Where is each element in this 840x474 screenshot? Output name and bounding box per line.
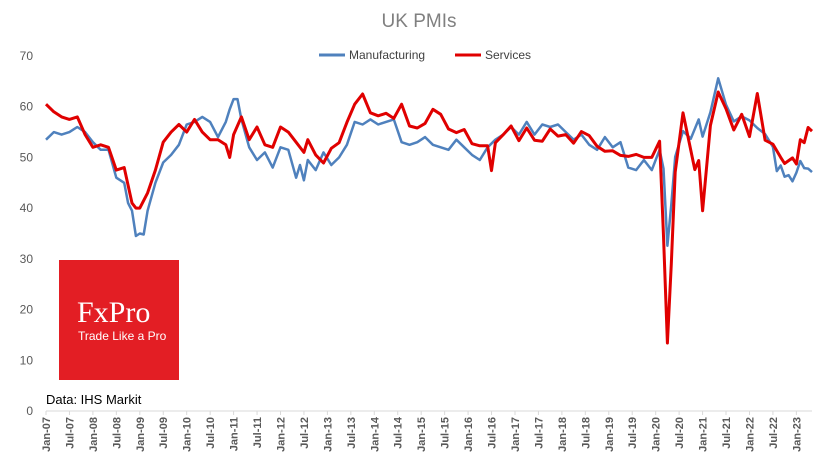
x-tick-label: Jan-09 — [135, 417, 147, 452]
x-tick-label: Jul-13 — [346, 417, 358, 449]
x-tick-label: Jul-18 — [580, 417, 592, 449]
x-tick-label: Jul-10 — [205, 417, 217, 449]
y-tick-label: 40 — [20, 201, 34, 215]
x-tick-label: Jan-08 — [88, 417, 100, 452]
x-tick-label: Jul-16 — [487, 417, 499, 449]
x-tick-label: Jul-08 — [111, 417, 123, 449]
y-axis: 0 10 20 30 40 50 60 70 — [20, 49, 34, 418]
legend: Manufacturing Services — [319, 48, 531, 62]
x-tick-label: Jan-20 — [651, 417, 663, 452]
x-tick-label: Jan-16 — [463, 417, 475, 452]
chart-title: UK PMIs — [382, 11, 457, 32]
series-line-services — [44, 90, 814, 345]
y-tick-label: 20 — [20, 303, 34, 317]
logo-wordmark: FxPro — [77, 296, 150, 329]
y-tick-label: 70 — [20, 49, 34, 63]
logo-background — [59, 260, 179, 380]
x-tick-label: Jan-17 — [510, 417, 522, 452]
legend-label-services: Services — [485, 48, 531, 62]
x-tick-label: Jul-19 — [627, 417, 639, 449]
x-tick-label: Jul-17 — [533, 417, 545, 449]
source-note: Data: IHS Markit — [46, 392, 142, 407]
x-axis: Jan-07 Jul-07 Jan-08 Jul-08 Jan-09 Jul-09 Jan-… — [41, 411, 803, 452]
x-tick-label: Jan-18 — [557, 417, 569, 452]
y-tick-label: 10 — [20, 353, 34, 367]
y-tick-label: 60 — [20, 100, 34, 114]
x-tick-label: Jul-07 — [64, 417, 76, 449]
legend-label-manufacturing: Manufacturing — [349, 48, 425, 62]
x-tick-label: Jan-22 — [744, 417, 756, 452]
x-tick-label: Jan-07 — [41, 417, 53, 452]
x-tick-label: Jul-12 — [299, 417, 311, 449]
x-tick-label: Jan-19 — [604, 417, 616, 452]
fxpro-logo: FxPro Trade Like a Pro — [59, 260, 179, 380]
x-tick-label: Jan-21 — [698, 417, 710, 452]
x-tick-label: Jul-21 — [721, 417, 733, 449]
x-tick-label: Jan-14 — [369, 416, 381, 452]
x-tick-label: Jul-11 — [252, 417, 264, 448]
x-tick-label: Jan-12 — [275, 417, 287, 452]
y-tick-label: 0 — [26, 404, 33, 418]
x-tick-label: Jan-11 — [229, 417, 241, 451]
x-tick-label: Jan-10 — [182, 417, 194, 452]
x-tick-label: Jul-22 — [768, 417, 780, 449]
logo-tagline: Trade Like a Pro — [78, 329, 167, 343]
x-tick-label: Jul-15 — [440, 417, 452, 449]
x-tick-label: Jan-13 — [322, 417, 334, 452]
x-tick-label: Jan-15 — [416, 417, 428, 452]
x-tick-label: Jul-20 — [674, 417, 686, 449]
series-layer — [44, 77, 814, 345]
x-tick-label: Jan-23 — [791, 417, 803, 452]
y-tick-label: 30 — [20, 252, 34, 266]
x-tick-label: Jul-09 — [158, 417, 170, 449]
y-tick-label: 50 — [20, 150, 34, 164]
series-line-manufacturing — [45, 77, 813, 247]
x-tick-label: Jul-14 — [393, 416, 405, 449]
